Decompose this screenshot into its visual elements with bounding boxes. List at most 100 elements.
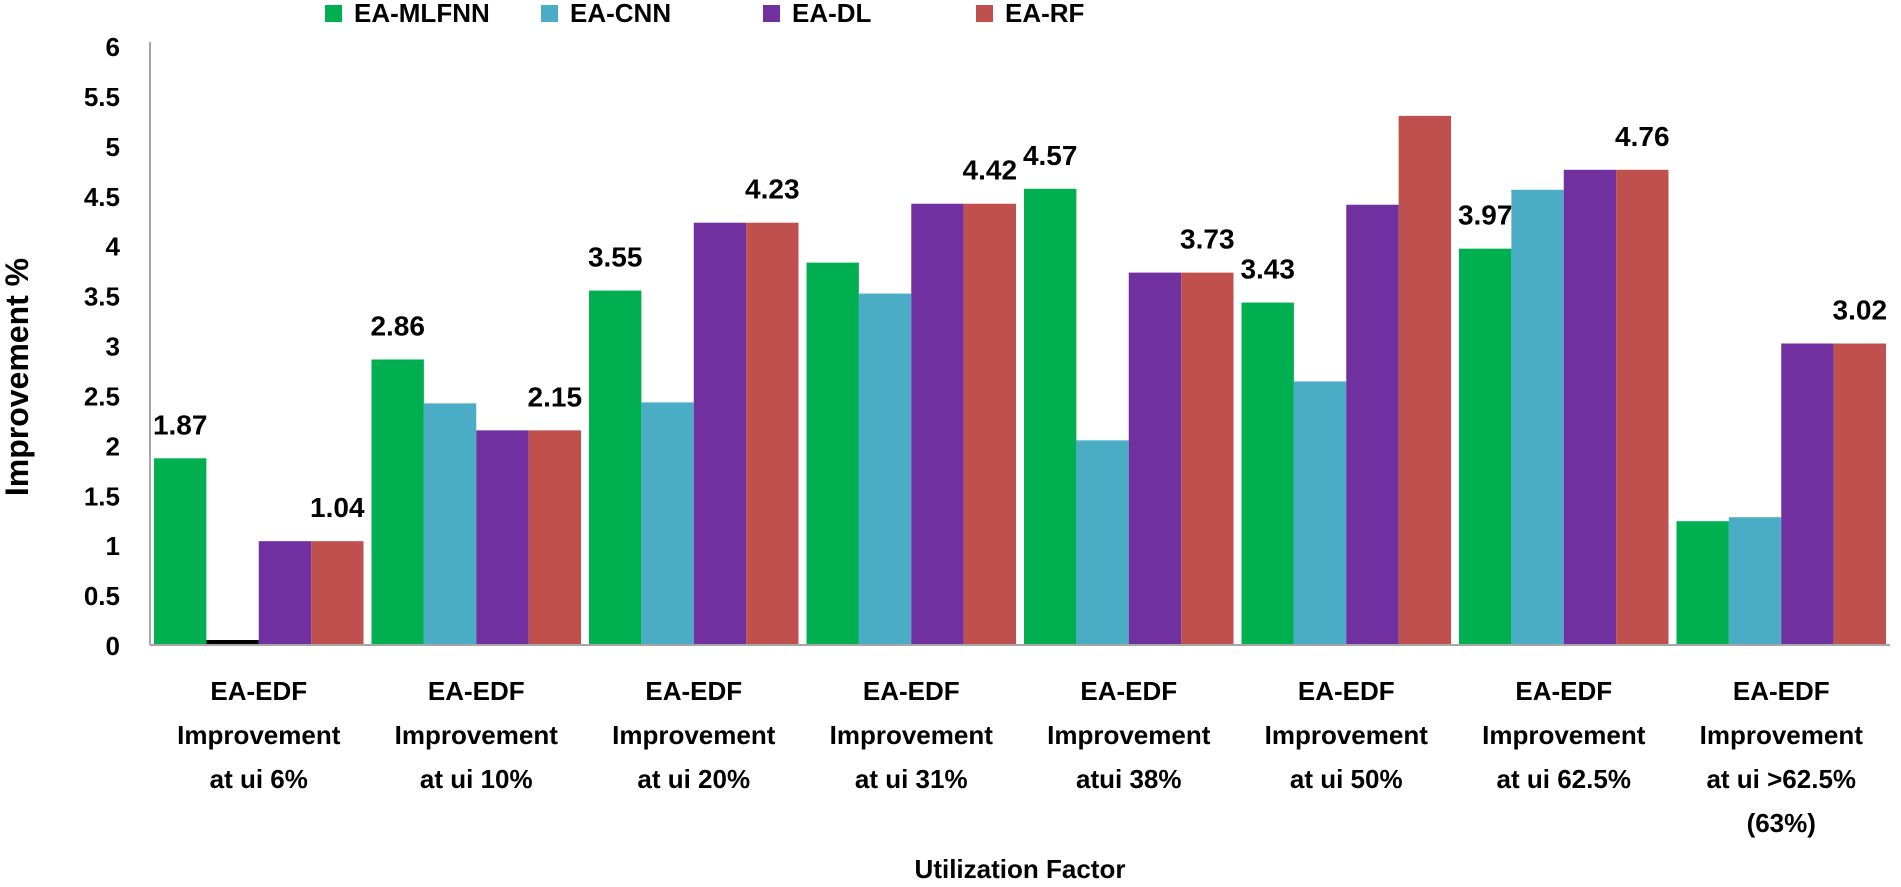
bars: [154, 115, 1887, 646]
bar-ea-mlfnn-2: [589, 290, 642, 645]
x-tick-label: EA-EDF Improvement at ui 62.5%: [1482, 676, 1646, 794]
data-label: 3.02: [1833, 295, 1888, 326]
data-label: 3.73: [1180, 224, 1235, 255]
data-label: 4.42: [963, 155, 1018, 186]
data-label: 4.23: [745, 174, 800, 205]
x-tick-label-line: at ui 20%: [637, 764, 750, 794]
legend: EA-MLFNN EA-CNN EA-DL EA-RF: [325, 0, 1084, 28]
bar-ea-cnn-6: [1511, 189, 1564, 645]
bar-ea-dl-5: [1346, 204, 1399, 646]
y-tick-label: 6: [106, 32, 120, 62]
x-tick-label: EA-EDF Improvement at ui >62.5% (63%): [1700, 676, 1864, 838]
y-tick-label: 1: [106, 531, 120, 561]
x-tick-label-line: Improvement: [395, 720, 559, 750]
x-axis-title: Utilization Factor: [915, 854, 1126, 882]
data-label: 1.04: [310, 492, 365, 523]
legend-swatch-ea-rf: [976, 5, 993, 22]
x-tick-label-line: at ui 10%: [420, 764, 533, 794]
bar-ea-rf-1: [528, 430, 582, 645]
x-tick-label-line: at ui 6%: [210, 764, 308, 794]
y-tick-label: 4.5: [84, 182, 120, 212]
bar-ea-mlfnn-1: [371, 359, 424, 645]
x-tick-label-line: EA-EDF: [1515, 676, 1612, 706]
data-label: 4.57: [1023, 140, 1078, 171]
y-tick-label: 2: [106, 431, 120, 461]
x-tick-label-line: Improvement: [612, 720, 776, 750]
bar-ea-dl-0: [258, 541, 312, 645]
x-tick-label-line: Improvement: [177, 720, 341, 750]
bar-ea-dl-3: [911, 203, 964, 646]
data-label: 3.97: [1458, 200, 1513, 231]
legend-label-ea-dl: EA-DL: [792, 0, 872, 28]
legend-label-ea-cnn: EA-CNN: [570, 0, 671, 28]
x-axis: EA-EDF Improvement at ui 6% EA-EDF Improveme…: [150, 644, 1890, 838]
bar-ea-dl-4: [1128, 272, 1182, 645]
y-tick-label: 0: [106, 631, 120, 661]
x-tick-label-line: (63%): [1747, 808, 1816, 838]
y-tick-label: 3: [106, 332, 120, 362]
x-tick-label-line: Improvement: [1265, 720, 1429, 750]
bar-ea-cnn-3: [858, 293, 912, 645]
bar-ea-cnn-2: [641, 402, 694, 645]
bar-ea-rf-5: [1398, 115, 1452, 645]
bar-ea-cnn-0: [206, 640, 259, 645]
bar-ea-mlfnn-3: [806, 262, 859, 645]
x-tick-label-line: at ui 62.5%: [1497, 764, 1631, 794]
data-label: 2.15: [528, 381, 583, 412]
x-tick-label: EA-EDF Improvement at ui 50%: [1265, 676, 1429, 794]
data-label: 3.55: [588, 242, 643, 273]
bar-ea-dl-1: [476, 430, 529, 645]
bar-ea-mlfnn-5: [1241, 302, 1294, 645]
y-axis-title: Improvement %: [0, 258, 35, 496]
bar-ea-rf-4: [1181, 272, 1234, 645]
y-tick-label: 0.5: [84, 581, 120, 611]
x-tick-label-line: Improvement: [1047, 720, 1211, 750]
bar-ea-cnn-5: [1293, 381, 1347, 645]
x-tick-label-line: EA-EDF: [1298, 676, 1395, 706]
x-tick-label-line: at ui 31%: [855, 764, 968, 794]
legend-swatch-ea-mlfnn: [325, 5, 342, 22]
y-tick-label: 2.5: [84, 381, 120, 411]
bar-ea-dl-7: [1781, 343, 1834, 645]
x-tick-label: EA-EDF Improvement at ui 31%: [830, 676, 994, 794]
y-tick-label: 4: [106, 232, 121, 262]
bar-ea-dl-2: [693, 222, 747, 645]
y-tick-label: 5.5: [84, 82, 120, 112]
bar-ea-mlfnn-0: [154, 458, 207, 645]
legend-swatch-ea-dl: [763, 5, 780, 22]
legend-swatch-ea-cnn: [541, 5, 558, 22]
x-tick-label-line: atui 38%: [1076, 764, 1182, 794]
x-tick-label-line: EA-EDF: [1733, 676, 1830, 706]
bar-ea-mlfnn-6: [1459, 248, 1512, 645]
x-tick-label-line: EA-EDF: [428, 676, 525, 706]
bar-ea-dl-6: [1563, 169, 1617, 646]
x-tick-label: EA-EDF Improvement atui 38%: [1047, 676, 1211, 794]
data-label: 3.43: [1240, 254, 1295, 285]
bar-ea-rf-2: [746, 222, 799, 645]
x-tick-label-line: at ui 50%: [1290, 764, 1403, 794]
bar-ea-cnn-1: [423, 403, 477, 645]
y-axis: 0 0.5 1 1.5 2 2.5 3 3.5 4 4.5 5 5.5 6: [84, 32, 151, 661]
y-tick-label: 3.5: [84, 282, 120, 312]
bar-ea-mlfnn-4: [1024, 188, 1077, 645]
bar-ea-rf-0: [311, 541, 364, 645]
x-tick-label: EA-EDF Improvement at ui 6%: [177, 676, 341, 794]
x-tick-label-line: Improvement: [1700, 720, 1864, 750]
bar-ea-cnn-4: [1076, 440, 1129, 645]
x-tick-label-line: Improvement: [1482, 720, 1646, 750]
bar-ea-rf-3: [963, 203, 1017, 646]
bar-ea-mlfnn-7: [1676, 521, 1729, 645]
data-labels: 1.87 1.04 2.86 2.15 3.55 4.23 4.42 4.57 3.733.43…: [153, 121, 1887, 523]
x-tick-label: EA-EDF Improvement at ui 10%: [395, 676, 559, 794]
x-tick-label: EA-EDF Improvement at ui 20%: [612, 676, 776, 794]
bar-ea-cnn-7: [1728, 517, 1782, 645]
x-tick-label-line: EA-EDF: [210, 676, 307, 706]
bar-ea-rf-7: [1833, 343, 1887, 645]
y-tick-label: 1.5: [84, 481, 120, 511]
legend-label-ea-mlfnn: EA-MLFNN: [354, 0, 490, 28]
legend-label-ea-rf: EA-RF: [1005, 0, 1084, 28]
data-label: 4.76: [1615, 121, 1670, 152]
data-label: 1.87: [153, 409, 208, 440]
